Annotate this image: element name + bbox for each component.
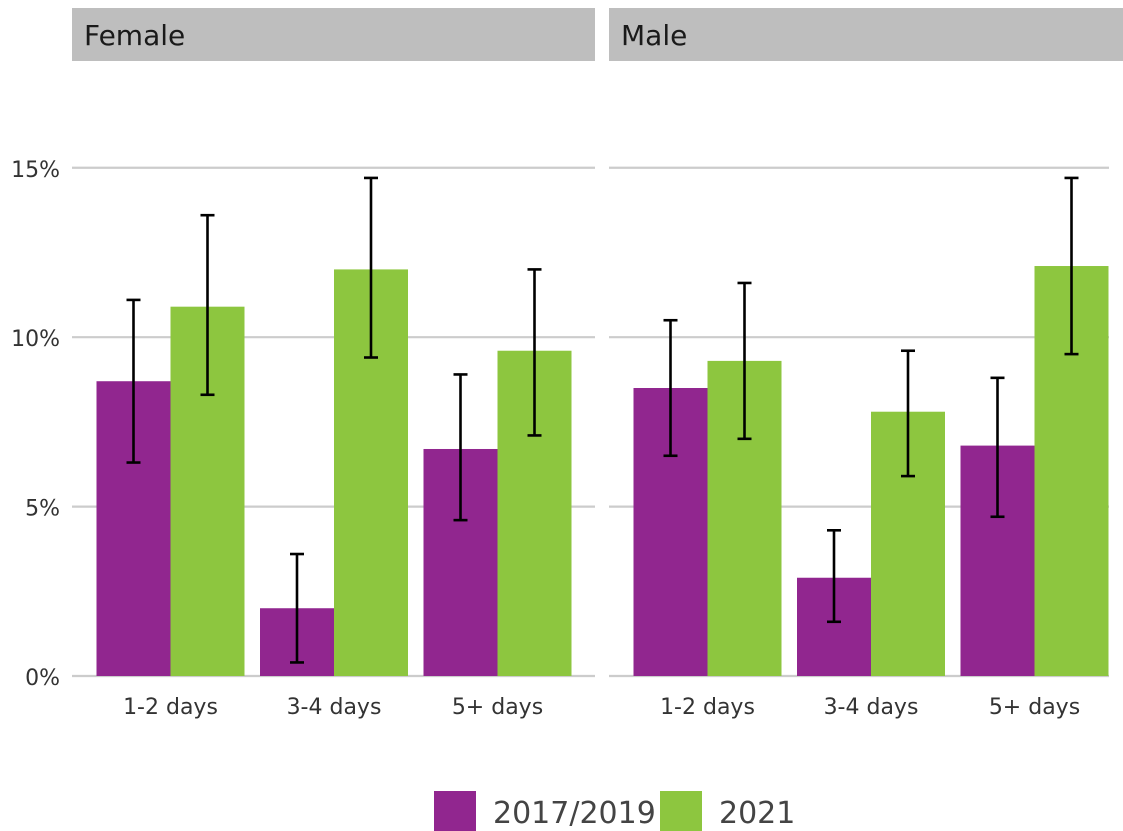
error-bar bbox=[737, 281, 752, 441]
x-tick-label: 5+ days bbox=[452, 695, 543, 720]
error-bar bbox=[663, 318, 678, 458]
error-bar bbox=[453, 373, 468, 522]
error-bar bbox=[126, 298, 141, 464]
x-tick-label: 1-2 days bbox=[660, 695, 755, 720]
y-tick-label: 10% bbox=[11, 327, 60, 352]
facet-strip-female bbox=[72, 8, 595, 61]
error-bar bbox=[364, 176, 378, 359]
y-tick-label: 0% bbox=[25, 666, 60, 691]
x-tick-label: 3-4 days bbox=[824, 695, 919, 720]
legend-swatch bbox=[434, 791, 476, 831]
y-tick-label: 5% bbox=[25, 497, 60, 522]
error-bar bbox=[827, 529, 841, 624]
error-bar bbox=[200, 213, 215, 397]
error-bar bbox=[527, 268, 542, 437]
error-bar bbox=[901, 349, 915, 478]
legend-label: 2021 bbox=[719, 796, 795, 831]
x-tick-label: 5+ days bbox=[989, 695, 1080, 720]
facet-title: Female bbox=[84, 19, 185, 52]
facet-strip-male bbox=[609, 8, 1123, 61]
y-tick-label: 15% bbox=[11, 158, 60, 183]
error-bar bbox=[1064, 176, 1079, 356]
x-tick-label: 3-4 days bbox=[287, 695, 382, 720]
error-bar bbox=[990, 376, 1005, 519]
legend-swatch bbox=[660, 791, 702, 831]
legend-label: 2017/2019 bbox=[493, 796, 656, 831]
error-bar bbox=[290, 552, 304, 664]
facet-title: Male bbox=[621, 19, 687, 52]
x-tick-label: 1-2 days bbox=[123, 695, 218, 720]
